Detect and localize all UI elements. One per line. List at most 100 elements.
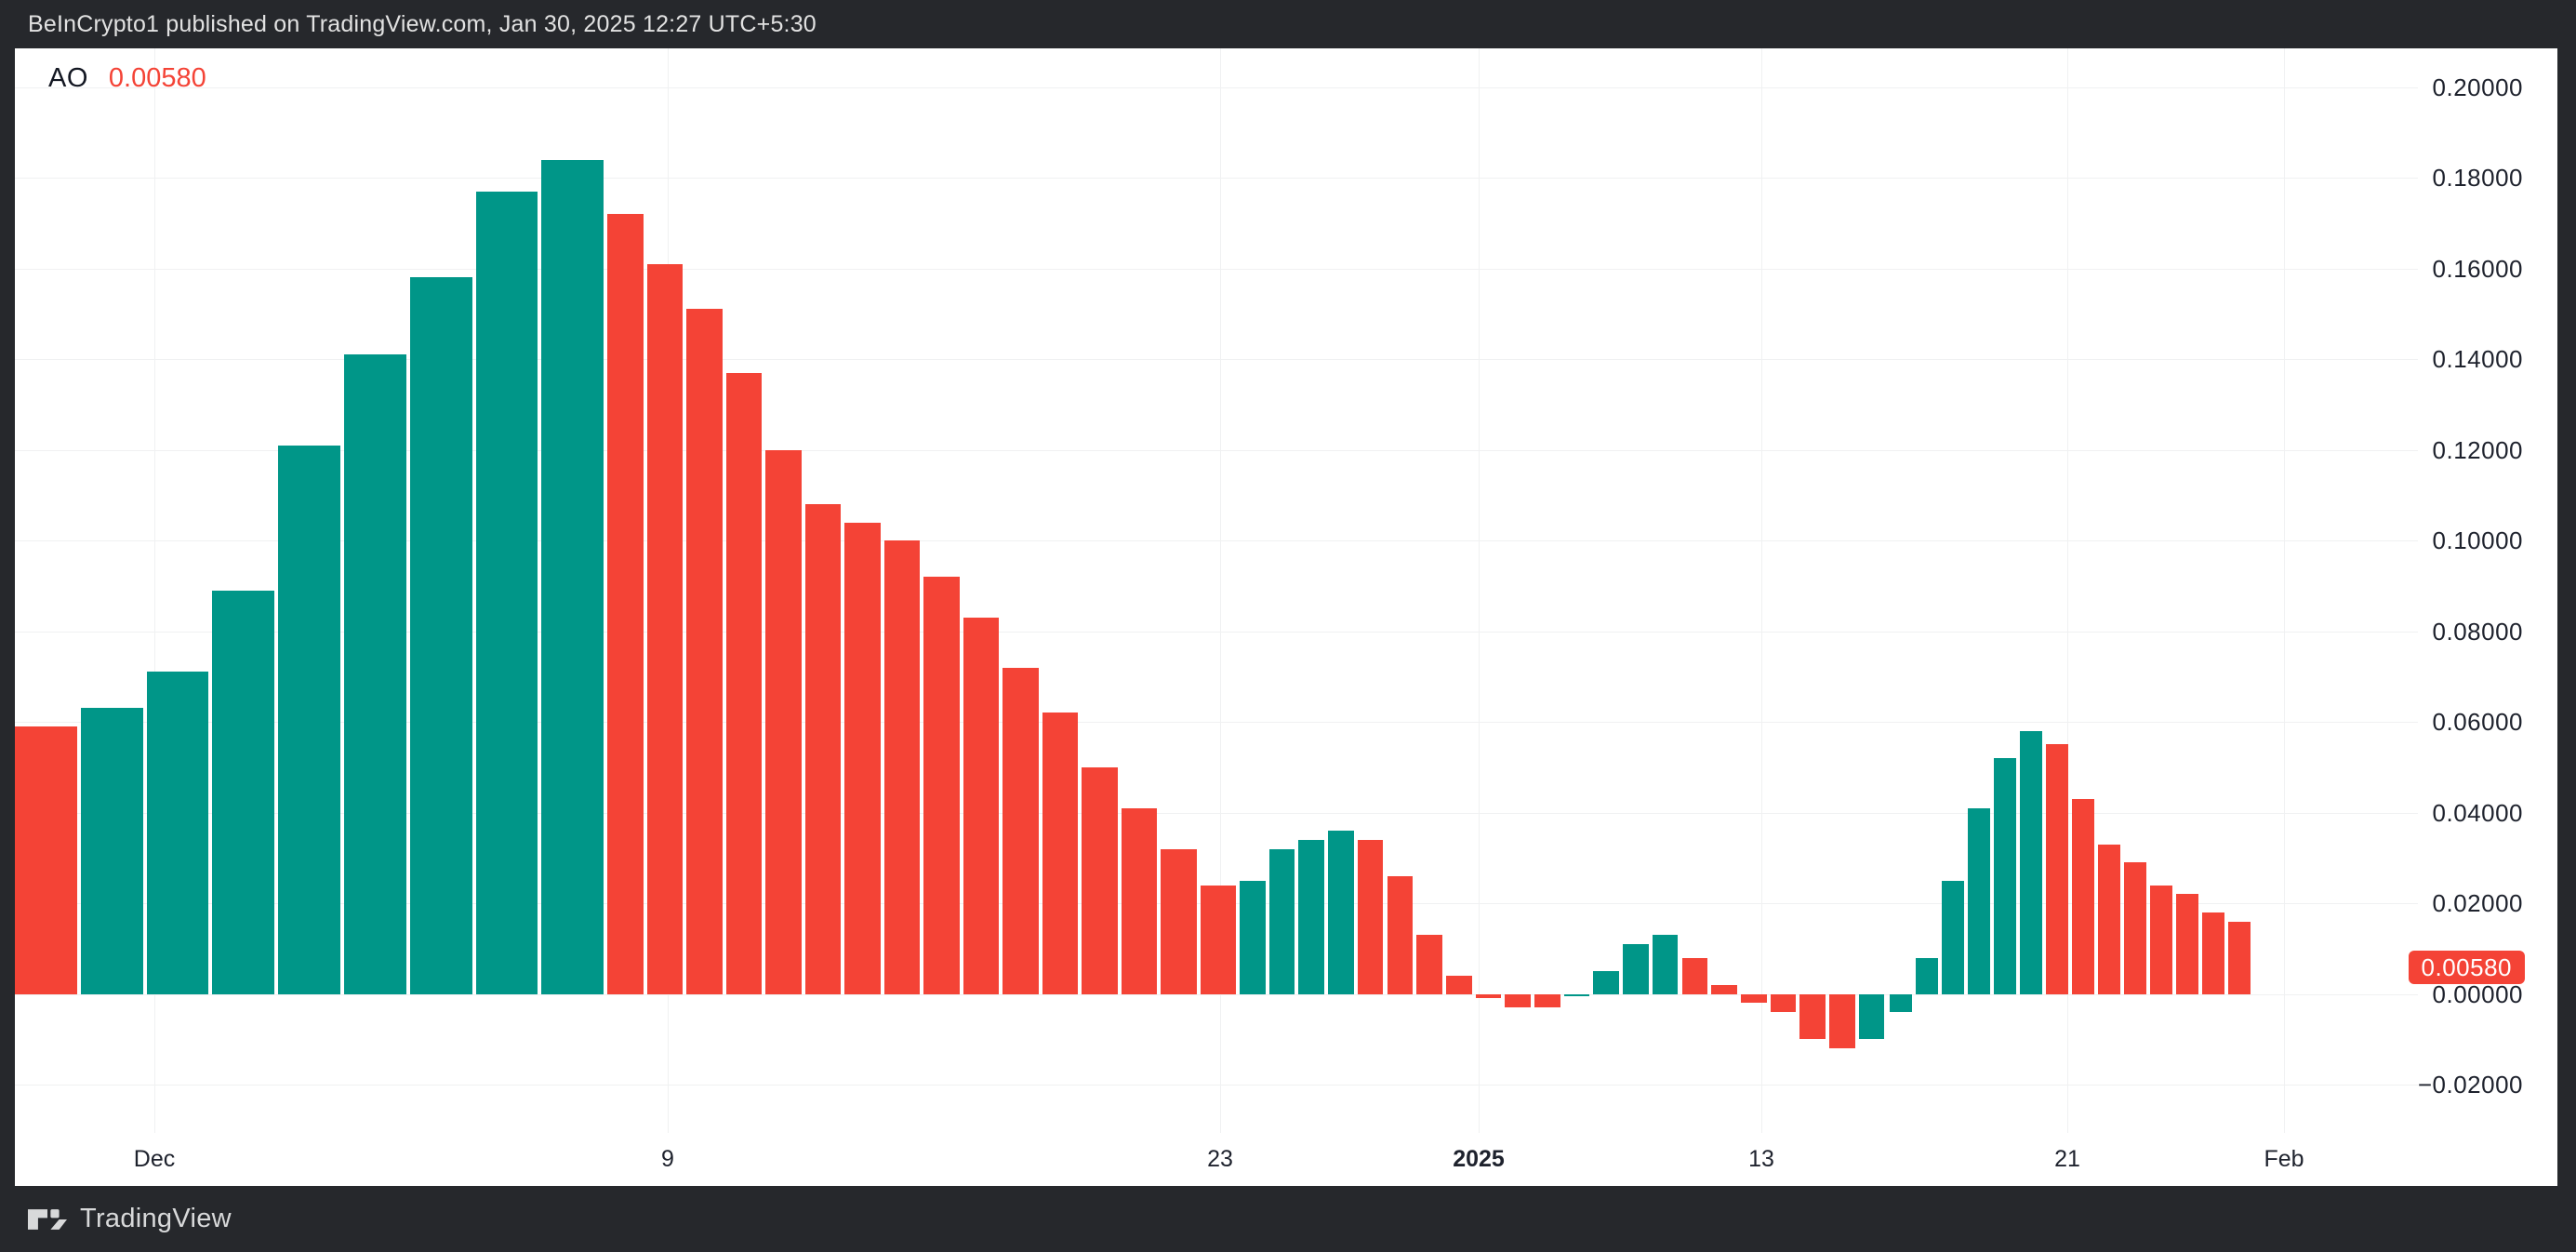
gridline-h xyxy=(15,359,2418,360)
histogram-bar[interactable] xyxy=(2072,798,2094,994)
price-tick-label: 0.14000 xyxy=(2432,345,2523,373)
histogram-bar[interactable] xyxy=(1858,993,1885,1040)
histogram-bar[interactable] xyxy=(2150,885,2172,994)
tradingview-logo xyxy=(28,1208,67,1230)
histogram-bar[interactable] xyxy=(646,263,683,994)
histogram-bar[interactable] xyxy=(1740,993,1767,1004)
price-tick-label: 0.08000 xyxy=(2432,617,2523,646)
histogram-bar[interactable] xyxy=(1994,758,2016,994)
gridline-h xyxy=(15,1085,2418,1086)
histogram-bar[interactable] xyxy=(1505,993,1531,1008)
histogram-bar[interactable] xyxy=(1681,957,1708,994)
tradingview-link[interactable]: TradingView xyxy=(0,1204,232,1234)
time-tick-label: 23 xyxy=(1207,1146,1233,1172)
histogram-bar[interactable] xyxy=(1416,935,1442,994)
histogram-bar[interactable] xyxy=(923,577,960,994)
snapshot-title: BeInCrypto1 published on TradingView.com… xyxy=(28,10,817,37)
indicator-legend[interactable]: AO 0.00580 xyxy=(48,63,206,94)
gridline-h xyxy=(15,631,2418,633)
indicator-name: AO xyxy=(48,63,88,93)
histogram-bar[interactable] xyxy=(1711,984,1737,994)
gridline-h xyxy=(15,268,2418,270)
gridline-h xyxy=(15,812,2418,814)
price-tick-label: 0.10000 xyxy=(2432,526,2523,554)
histogram-bar[interactable] xyxy=(1328,831,1354,994)
histogram-bar[interactable] xyxy=(804,504,841,994)
histogram-bar[interactable] xyxy=(15,726,77,994)
histogram-bar[interactable] xyxy=(1200,885,1236,994)
brand-name: TradingView xyxy=(80,1204,232,1233)
time-tick-label: 2025 xyxy=(1453,1146,1505,1172)
price-tick-label: 0.18000 xyxy=(2432,164,2523,192)
gridline-h xyxy=(15,178,2418,179)
histogram-bar[interactable] xyxy=(1387,875,1414,994)
price-tick-label: 0.04000 xyxy=(2432,798,2523,827)
histogram-bar[interactable] xyxy=(1445,976,1472,994)
indicator-value: 0.00580 xyxy=(108,63,206,93)
gridline-v xyxy=(2067,48,2068,1133)
histogram-bar[interactable] xyxy=(1652,935,1679,994)
histogram-bar[interactable] xyxy=(1916,957,1938,994)
histogram-bar[interactable] xyxy=(1593,971,1620,994)
histogram-bar[interactable] xyxy=(725,372,762,994)
histogram-bar[interactable] xyxy=(1829,993,1855,1048)
histogram-bar[interactable] xyxy=(2202,912,2224,994)
histogram-bar[interactable] xyxy=(765,449,802,994)
time-tick-label: 13 xyxy=(1748,1146,1774,1172)
histogram-bar[interactable] xyxy=(1475,993,1502,999)
histogram-bar[interactable] xyxy=(1161,848,1197,994)
time-tick-label: 21 xyxy=(2054,1146,2080,1172)
gridline-v xyxy=(1479,48,1480,1133)
price-tick-label: 0.06000 xyxy=(2432,708,2523,736)
histogram-bar[interactable] xyxy=(2020,730,2042,994)
histogram-bar[interactable] xyxy=(146,672,209,994)
histogram-bar[interactable] xyxy=(212,590,275,994)
snapshot-header: BeInCrypto1 published on TradingView.com… xyxy=(0,0,2576,48)
histogram-bar[interactable] xyxy=(1298,839,1325,994)
price-tick-label: 0.12000 xyxy=(2432,435,2523,464)
histogram-bar[interactable] xyxy=(1968,807,1990,994)
gridline-v xyxy=(154,48,155,1133)
histogram-bar[interactable] xyxy=(1623,943,1649,994)
histogram-bar[interactable] xyxy=(1240,880,1266,994)
price-tick-label: 0.20000 xyxy=(2432,73,2523,101)
histogram-bar[interactable] xyxy=(963,617,999,994)
price-tick-label: 0.16000 xyxy=(2432,254,2523,283)
histogram-bar[interactable] xyxy=(883,540,920,994)
gridline-h xyxy=(15,540,2418,541)
gridline-v xyxy=(1761,48,1762,1133)
histogram-bar[interactable] xyxy=(2046,744,2068,994)
histogram-bar[interactable] xyxy=(1042,713,1078,994)
histogram-bar[interactable] xyxy=(475,191,538,994)
time-tick-label: 9 xyxy=(661,1146,674,1172)
histogram-bar[interactable] xyxy=(2098,844,2120,994)
histogram-bar[interactable] xyxy=(2228,921,2251,994)
price-tick-label: 0.00000 xyxy=(2432,979,2523,1008)
histogram-bar[interactable] xyxy=(1003,667,1039,994)
chart-panel[interactable]: AO 0.00580 0.20000 0.18000 0.16000 0.14000 0… xyxy=(15,48,2557,1186)
histogram-bar[interactable] xyxy=(1770,993,1797,1012)
histogram-bar[interactable] xyxy=(1268,848,1295,994)
gridline-v xyxy=(1220,48,1221,1133)
histogram-bar[interactable] xyxy=(278,445,340,994)
histogram-bar[interactable] xyxy=(607,214,644,994)
histogram-bar[interactable] xyxy=(1890,993,1912,1012)
histogram-bar[interactable] xyxy=(1942,880,1964,994)
histogram-bar[interactable] xyxy=(1563,993,1590,996)
histogram-bar[interactable] xyxy=(1121,807,1157,994)
histogram-bar[interactable] xyxy=(844,522,881,994)
histogram-bar[interactable] xyxy=(1799,993,1826,1040)
histogram-bar[interactable] xyxy=(409,277,472,994)
histogram-bar[interactable] xyxy=(686,309,723,994)
histogram-bar[interactable] xyxy=(80,708,143,994)
gridline-h xyxy=(15,449,2418,451)
histogram-bar[interactable] xyxy=(2124,862,2146,994)
histogram-bar[interactable] xyxy=(1082,766,1118,994)
histogram-bar[interactable] xyxy=(344,354,406,994)
histogram-bar[interactable] xyxy=(2176,894,2198,994)
histogram-bar[interactable] xyxy=(541,159,604,994)
histogram-bar[interactable] xyxy=(1357,839,1384,994)
histogram-bar[interactable] xyxy=(1534,993,1560,1008)
snapshot-footer: TradingView xyxy=(0,1186,2576,1252)
gridline-v xyxy=(2284,48,2285,1133)
